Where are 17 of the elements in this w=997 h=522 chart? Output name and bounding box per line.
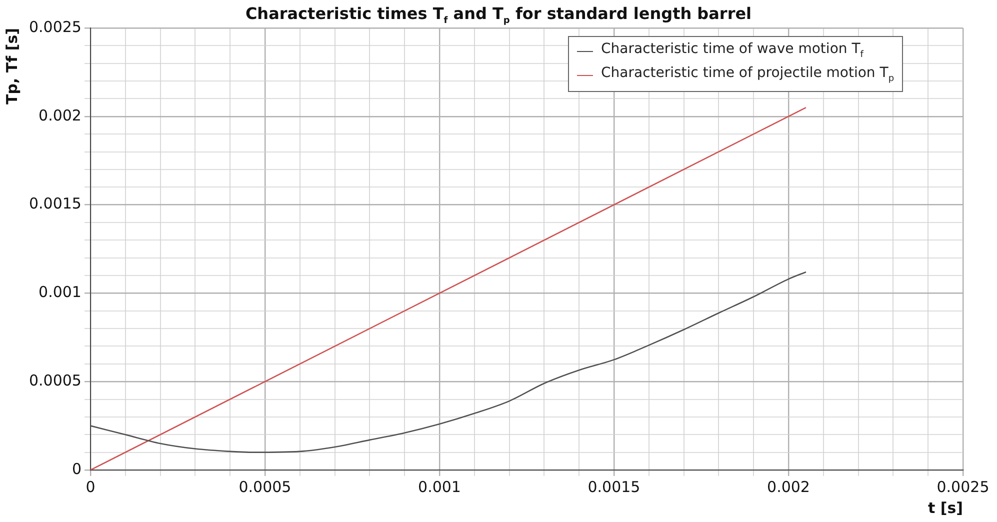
y-tick-label: 0.002 bbox=[38, 106, 82, 124]
y-tick-label: 0.0005 bbox=[28, 371, 82, 390]
x-tick-label: 0.0005 bbox=[238, 478, 292, 496]
x-tick-label: 0.001 bbox=[418, 478, 461, 496]
y-tick-label: 0.001 bbox=[38, 283, 82, 302]
x-tick-label: 0.002 bbox=[767, 478, 810, 496]
x-tick-label: 0 bbox=[86, 478, 96, 496]
chart-title: Characteristic times T$_{f}$ and T$_{p}$ for standard length barrel bbox=[245, 4, 752, 26]
x-axis-title: t [s] bbox=[928, 498, 963, 517]
y-tick-label: 0.0015 bbox=[28, 194, 82, 213]
x-tick-label: 0.0025 bbox=[936, 478, 990, 496]
legend-label: Characteristic time of wave motion T$_{f}$ bbox=[601, 40, 864, 62]
legend-label: Characteristic time of projectile motion T$_{p}$ bbox=[601, 64, 894, 86]
y-tick-label: 0 bbox=[72, 460, 82, 478]
y-tick-label: 0.0025 bbox=[28, 18, 82, 36]
x-tick-label: 0.0015 bbox=[588, 478, 640, 496]
y-axis-title: Tp, Tf [s] bbox=[2, 28, 21, 105]
